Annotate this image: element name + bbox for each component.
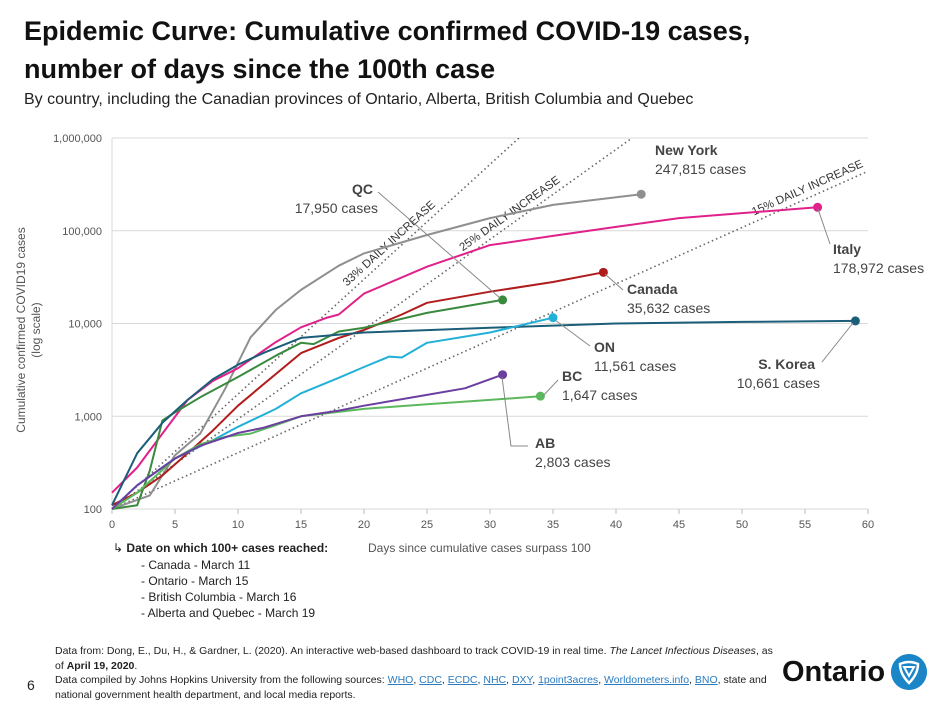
journal-name: The Lancet Infectious Diseases xyxy=(609,645,756,657)
x-tick-label: 0 xyxy=(109,519,115,531)
note-item: - British Columbia - March 16 xyxy=(141,590,297,604)
source-link-ecdc[interactable]: ECDC xyxy=(447,674,478,686)
series-end-marker xyxy=(498,295,508,305)
series-end-marker xyxy=(813,202,823,212)
series-label-name: BC xyxy=(562,368,582,384)
footer-text: Data compiled by Johns Hopkins Universit… xyxy=(55,674,388,686)
reference-line xyxy=(112,138,633,509)
source-link-cdc[interactable]: CDC xyxy=(419,674,442,686)
y-axis-title: Cumulative confirmed COVID19 cases (log … xyxy=(14,200,44,460)
source-footer: Data from: Dong, E., Du, H., & Gardner, … xyxy=(55,645,773,701)
series-label-name: Canada xyxy=(627,281,678,297)
x-tick-label: 35 xyxy=(547,519,559,531)
annotation-leader xyxy=(604,273,624,291)
series-label-name: Italy xyxy=(833,241,861,257)
series-label-cases: 10,661 cases xyxy=(737,375,820,391)
y-axis-label: Cumulative confirmed COVID19 cases xyxy=(14,227,28,433)
series-label-name: QC xyxy=(352,181,373,197)
y-tick-label: 1,000,000 xyxy=(53,133,102,145)
x-tick-label: 15 xyxy=(295,519,307,531)
series-label-name: New York xyxy=(655,142,718,158)
source-link-who[interactable]: WHO xyxy=(387,674,414,686)
annotation-leader xyxy=(501,376,528,447)
dates-note: ↳ Date on which 100+ cases reached: - Ca… xyxy=(113,541,328,621)
y-tick-label: 100,000 xyxy=(62,226,102,238)
series-line-ab xyxy=(111,373,503,510)
footer-text: Data from: Dong, E., Du, H., & Gardner, … xyxy=(55,645,610,657)
y-axis-note: (log scale) xyxy=(29,302,43,358)
series-label-cases: 247,815 cases xyxy=(655,161,746,177)
x-tick-label: 30 xyxy=(484,519,496,531)
series-label-name: AB xyxy=(535,435,555,451)
series-line-new-york xyxy=(111,193,642,510)
logo-text: Ontario xyxy=(782,655,886,688)
x-tick-label: 40 xyxy=(610,519,622,531)
series-label-cases: 17,950 cases xyxy=(295,200,378,216)
epidemic-curve-chart: 100 1,000 10,000 100,000 1,000,000 0 5 10 15 20 25… xyxy=(53,133,924,531)
series-label-name: S. Korea xyxy=(758,356,815,372)
page-subtitle: By country, including the Canadian provi… xyxy=(24,91,694,108)
series-label-cases: 178,972 cases xyxy=(833,260,924,276)
y-tick-label: 10,000 xyxy=(68,319,102,331)
corner-arrow-icon: ↳ xyxy=(113,541,124,555)
footer-text: . xyxy=(134,659,138,672)
annotation-leader xyxy=(377,191,501,299)
annotation-leader xyxy=(542,379,559,397)
note-heading: Date on which 100+ cases reached: xyxy=(126,541,329,555)
source-link-dxy[interactable]: DXY xyxy=(511,674,533,686)
series-end-marker xyxy=(535,391,545,401)
page-number: 6 xyxy=(27,677,35,693)
data-date: April 19, 2020 xyxy=(66,659,135,672)
x-tick-label: 60 xyxy=(862,519,874,531)
ontario-logo: Ontario xyxy=(782,654,928,690)
x-axis-title: Days since cumulative cases surpass 100 xyxy=(368,541,591,555)
y-tick-label: 1,000 xyxy=(74,411,102,423)
x-tick-label: 10 xyxy=(232,519,244,531)
x-tick-label: 50 xyxy=(736,519,748,531)
reference-line xyxy=(112,138,520,509)
source-link-bno[interactable]: BNO xyxy=(694,674,718,686)
annotation-leader xyxy=(817,208,831,245)
footer-text: , state and national government health d… xyxy=(55,674,767,701)
series-end-marker xyxy=(636,189,646,199)
reference-line-label: 15% DAILY INCREASE xyxy=(750,158,865,218)
series-label-cases: 1,647 cases xyxy=(562,387,638,403)
series-line-qc xyxy=(111,298,503,510)
footer-text: , as of xyxy=(55,645,773,672)
trillium-icon xyxy=(891,654,928,690)
series-line-canada xyxy=(111,271,604,507)
annotation-leader xyxy=(821,322,854,363)
reference-line xyxy=(112,170,868,509)
source-link-worldometers[interactable]: Worldometers.info xyxy=(604,674,690,686)
series-end-marker xyxy=(498,370,508,380)
x-tick-label: 5 xyxy=(172,519,178,531)
series-label-cases: 2,803 cases xyxy=(535,454,611,470)
note-item: - Canada - March 11 xyxy=(141,558,251,572)
series-label-cases: 11,561 cases xyxy=(594,358,676,374)
series-line-italy xyxy=(111,206,818,494)
note-item: - Alberta and Quebec - March 19 xyxy=(141,606,316,620)
x-tick-label: 55 xyxy=(799,519,811,531)
annotation-leader xyxy=(554,319,591,347)
x-tick-label: 25 xyxy=(421,519,433,531)
series-label-cases: 35,632 cases xyxy=(627,300,710,316)
x-tick-label: 45 xyxy=(673,519,685,531)
source-link-1point3acres[interactable]: 1point3acres xyxy=(538,674,599,686)
y-tick-label: 100 xyxy=(84,504,102,516)
x-tick-label: 20 xyxy=(358,519,370,531)
source-link-nhc[interactable]: NHC xyxy=(483,674,507,686)
series-line-s-korea xyxy=(111,319,856,506)
series-label-name: ON xyxy=(594,339,615,355)
series-line-bc xyxy=(111,395,541,510)
note-item: - Ontario - March 15 xyxy=(141,574,249,588)
page-title: Epidemic Curve: Cumulative confirmed COV… xyxy=(24,16,751,84)
